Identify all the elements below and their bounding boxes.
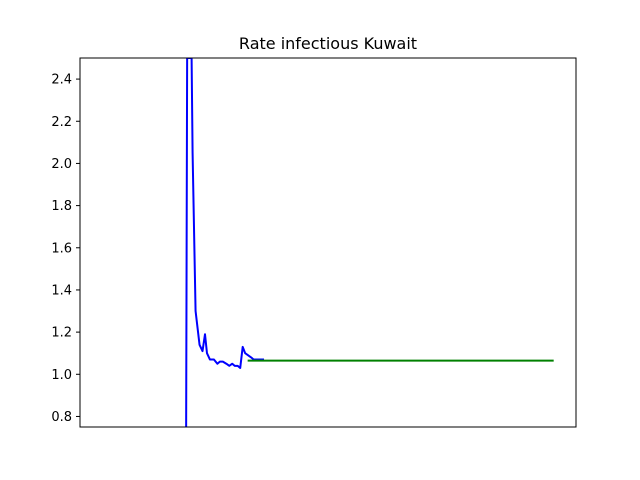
y-tick-label: 1.2: [51, 326, 72, 341]
y-tick-label: 1.8: [51, 199, 72, 214]
series-line-1: [185, 58, 265, 427]
y-axis: 0.8 1.0 1.2 1.4 1.6 1.8 2.0 2.2 2.4: [51, 73, 80, 425]
y-tick-label: 1.4: [51, 283, 72, 298]
y-tick-label: 0.8: [51, 410, 72, 425]
y-tick-label: 2.2: [51, 115, 72, 130]
plot-frame: [79, 57, 577, 428]
chart-title: Rate infectious Kuwait: [239, 34, 417, 53]
series-layer: [185, 58, 554, 427]
y-tick-label: 1.6: [51, 241, 72, 256]
y-tick-label: 1.0: [51, 368, 72, 383]
y-tick-label: 2.4: [51, 73, 72, 88]
y-tick-label: 2.0: [51, 157, 72, 172]
